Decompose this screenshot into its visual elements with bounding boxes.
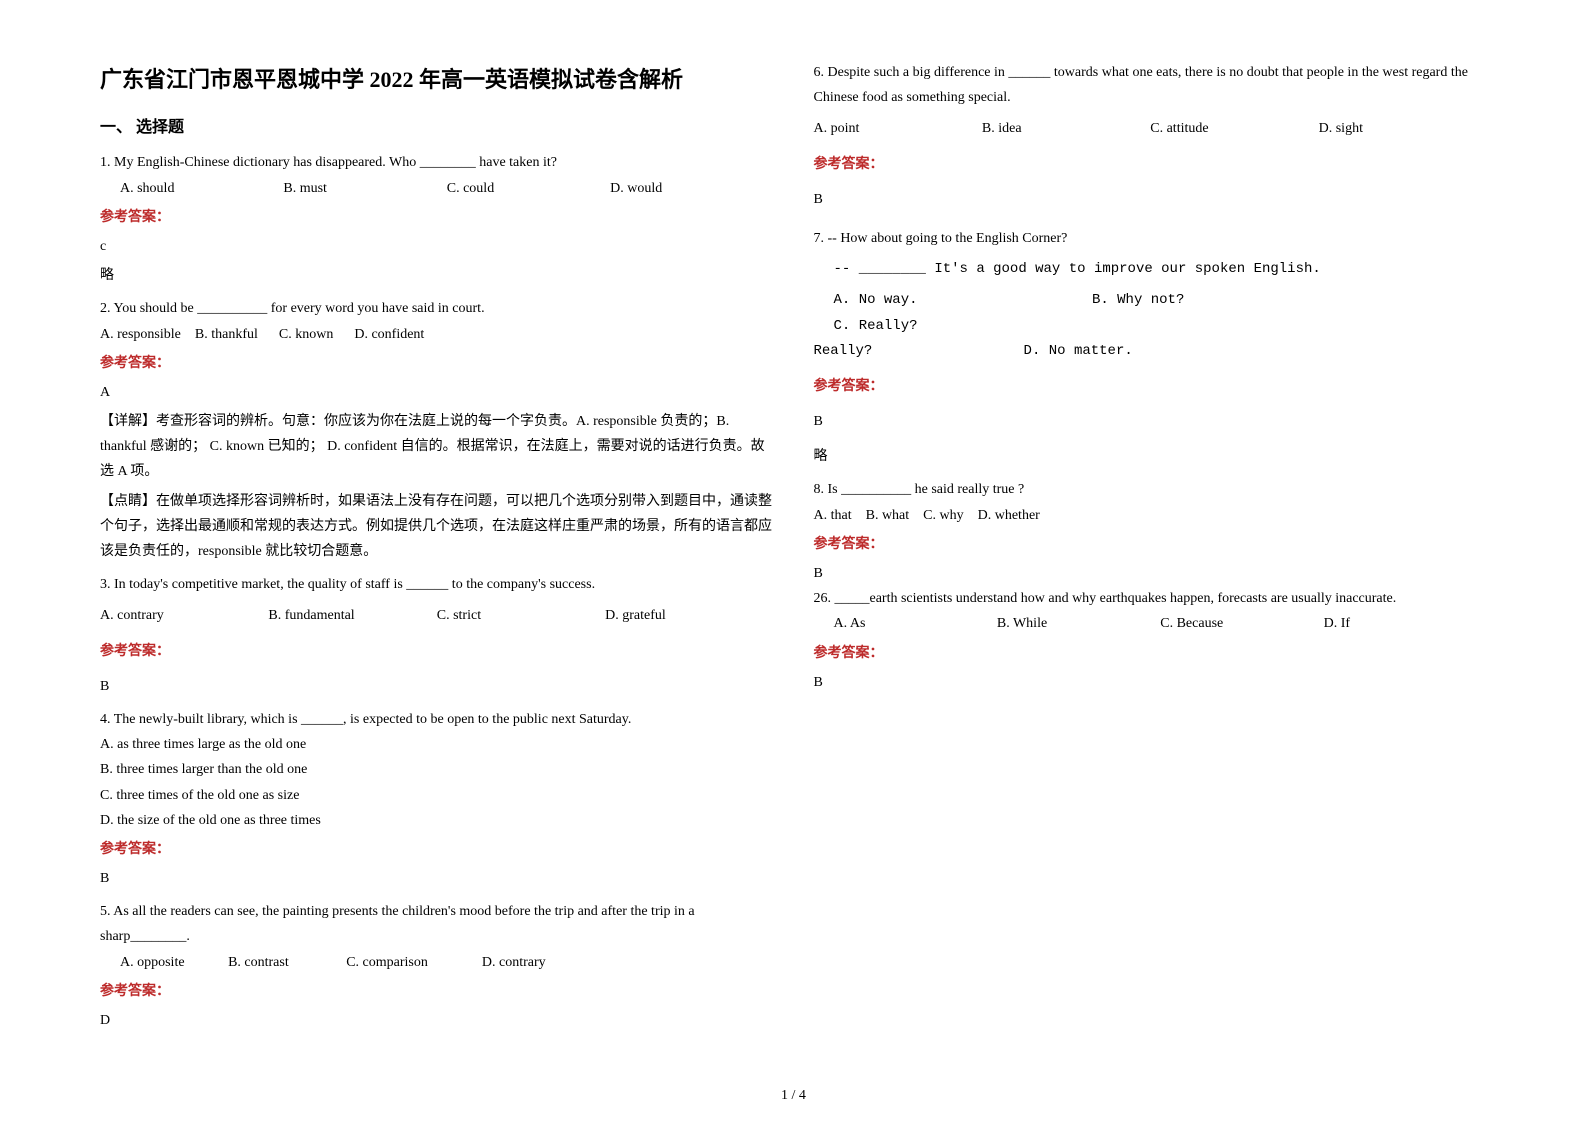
q1-opt-c: C. could bbox=[447, 176, 570, 201]
q7-ans-label: 参考答案： bbox=[814, 374, 1488, 399]
q4-ans-label: 参考答案： bbox=[100, 837, 774, 862]
q7-ans: B bbox=[814, 409, 1488, 434]
q4-opt-c: C. three times of the old one as size bbox=[100, 783, 774, 808]
q4-stem: 4. The newly-built library, which is ___… bbox=[100, 707, 774, 732]
q3-opt-a: A. contrary bbox=[100, 603, 268, 628]
q26-ans: B bbox=[814, 670, 1488, 695]
q1-options: A. should B. must C. could D. would bbox=[120, 176, 774, 201]
q6-ans: B bbox=[814, 187, 1488, 212]
q5-ans-label: 参考答案： bbox=[100, 979, 774, 1004]
q2-stem: 2. You should be __________ for every wo… bbox=[100, 296, 774, 321]
q26-stem: 26. _____earth scientists understand how… bbox=[814, 586, 1488, 611]
q8-stem: 8. Is __________ he said really true ? bbox=[814, 477, 1488, 502]
q6-ans-label: 参考答案： bbox=[814, 152, 1488, 177]
q5-ans: D bbox=[100, 1008, 774, 1033]
q3-stem: 3. In today's competitive market, the qu… bbox=[100, 572, 774, 597]
q6-opt-b: B. idea bbox=[982, 116, 1150, 141]
q8-ans: B bbox=[814, 561, 1488, 586]
q5-opt-a: A. opposite bbox=[120, 950, 185, 975]
q2-ans: A bbox=[100, 380, 774, 405]
q8-opt-c: C. why bbox=[923, 508, 963, 523]
page-body: 广东省江门市恩平恩城中学 2022 年高一英语模拟试卷含解析 一、 选择题 1.… bbox=[100, 60, 1487, 1060]
q4-opt-b: B. three times larger than the old one bbox=[100, 757, 774, 782]
q1-extra: 略 bbox=[100, 263, 774, 288]
q7-opt-c2: Really? bbox=[814, 343, 873, 359]
q5-options: A. opposite B. contrast C. comparison D.… bbox=[120, 950, 774, 975]
q1-opt-d: D. would bbox=[610, 176, 733, 201]
page-number: 1 / 4 bbox=[0, 1088, 1587, 1104]
doc-title: 广东省江门市恩平恩城中学 2022 年高一英语模拟试卷含解析 bbox=[100, 60, 774, 100]
q7-stem1: 7. -- How about going to the English Cor… bbox=[814, 226, 1488, 251]
q4-opt-a: A. as three times large as the old one bbox=[100, 732, 774, 757]
q4-ans: B bbox=[100, 866, 774, 891]
q3-ans-label: 参考答案： bbox=[100, 639, 774, 664]
q2-expl2: 【点睛】在做单项选择形容词辨析时，如果语法上没有存在问题，可以把几个选项分别带入… bbox=[100, 489, 774, 565]
q26-ans-label: 参考答案： bbox=[814, 641, 1488, 666]
q6-options: A. point B. idea C. attitude D. sight bbox=[814, 116, 1488, 141]
q7-options-row2: Really? D. No matter. bbox=[814, 339, 1488, 364]
q1-ans-label: 参考答案： bbox=[100, 205, 774, 230]
q26-opt-b: B. While bbox=[997, 611, 1120, 636]
q2-opt-b: B. thankful bbox=[195, 327, 258, 342]
q1-stem: 1. My English-Chinese dictionary has dis… bbox=[100, 150, 774, 175]
q4-opt-d: D. the size of the old one as three time… bbox=[100, 808, 774, 833]
q2-opt-d: D. confident bbox=[354, 327, 424, 342]
q8-opt-b: B. what bbox=[866, 508, 910, 523]
q26-options: A. As B. While C. Because D. If bbox=[834, 611, 1488, 636]
q5-opt-c: C. comparison bbox=[346, 950, 428, 975]
q8-opt-a: A. that bbox=[814, 508, 852, 523]
q8-options: A. that B. what C. why D. whether bbox=[814, 503, 1488, 528]
q6-opt-d: D. sight bbox=[1319, 116, 1487, 141]
q26-opt-d: D. If bbox=[1324, 611, 1447, 636]
q5-opt-b: B. contrast bbox=[228, 950, 289, 975]
q7-opt-d: D. No matter. bbox=[1024, 343, 1133, 359]
q1-opt-a: A. should bbox=[120, 176, 243, 201]
q2-options: A. responsible B. thankful C. known D. c… bbox=[100, 322, 774, 347]
q7-opt-c: C. Really? bbox=[834, 314, 918, 339]
section-1-heading: 一、 选择题 bbox=[100, 114, 774, 143]
q3-opt-b: B. fundamental bbox=[268, 603, 436, 628]
q7-opt-a: A. No way. bbox=[834, 288, 918, 313]
q5-opt-d: D. contrary bbox=[482, 950, 546, 975]
q3-ans: B bbox=[100, 674, 774, 699]
q7-opt-b: B. Why not? bbox=[1092, 288, 1184, 313]
q6-opt-c: C. attitude bbox=[1150, 116, 1318, 141]
q2-opt-c: C. known bbox=[279, 327, 333, 342]
q2-opt-a: A. responsible bbox=[100, 327, 181, 342]
q7-options-row1: A. No way. B. Why not? C. Really? bbox=[834, 288, 1488, 338]
q3-opt-c: C. strict bbox=[437, 603, 605, 628]
q1-ans: c bbox=[100, 234, 774, 259]
q26-opt-a: A. As bbox=[834, 611, 957, 636]
q6-stem: 6. Despite such a big difference in ____… bbox=[814, 60, 1488, 110]
q7-stem2: -- ________ It's a good way to improve o… bbox=[834, 257, 1488, 282]
q2-expl1: 【详解】考查形容词的辨析。句意：你应该为你在法庭上说的每一个字负责。A. res… bbox=[100, 409, 774, 485]
q8-ans-label: 参考答案： bbox=[814, 532, 1488, 557]
q3-opt-d: D. grateful bbox=[605, 603, 773, 628]
q7-extra: 略 bbox=[814, 444, 1488, 469]
q3-options: A. contrary B. fundamental C. strict D. … bbox=[100, 603, 774, 628]
q5-stem: 5. As all the readers can see, the paint… bbox=[100, 899, 774, 949]
q6-opt-a: A. point bbox=[814, 116, 982, 141]
q1-opt-b: B. must bbox=[283, 176, 406, 201]
q26-opt-c: C. Because bbox=[1160, 611, 1283, 636]
q2-ans-label: 参考答案： bbox=[100, 351, 774, 376]
q8-opt-d: D. whether bbox=[978, 508, 1040, 523]
